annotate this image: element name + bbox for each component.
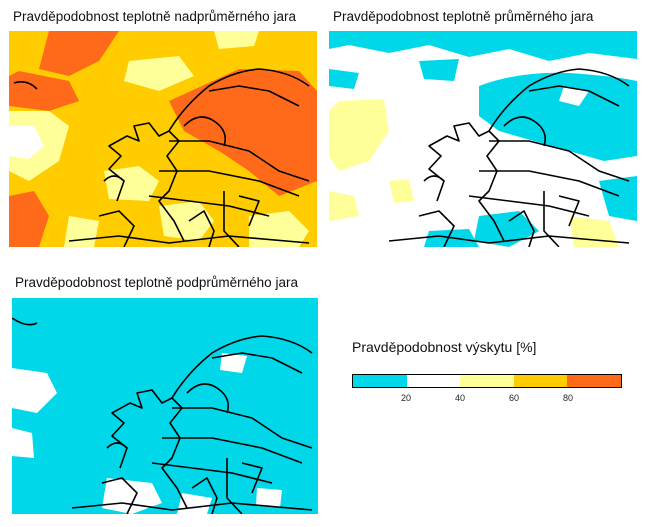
coastline-borders xyxy=(388,68,630,247)
legend-title: Pravděpodobnost výskytu [%] xyxy=(352,339,537,355)
legend-segment-0 xyxy=(353,375,407,387)
coastline-borders xyxy=(12,317,313,514)
legend-segment-2 xyxy=(460,375,514,387)
probability-field-0-20 xyxy=(12,298,318,514)
legend-tick-label: 40 xyxy=(454,393,465,403)
panel-title-below-normal: Pravděpodobnost teplotně podprůměrného j… xyxy=(15,275,298,290)
map-normal xyxy=(329,31,637,247)
panel-title-normal: Pravděpodobnost teplotně průměrného jara xyxy=(333,9,594,24)
legend-segment-1 xyxy=(406,375,461,387)
map-above-normal xyxy=(9,31,317,247)
legend-segment-4 xyxy=(567,375,621,387)
coastline-borders xyxy=(13,68,310,247)
legend-color-bar xyxy=(352,374,622,388)
map-below-normal xyxy=(12,298,318,514)
legend-tick-label: 80 xyxy=(562,393,573,403)
legend-segment-3 xyxy=(513,375,568,387)
legend-tick-label: 20 xyxy=(400,393,411,403)
legend-tick-label: 60 xyxy=(508,393,519,403)
panel-title-above-normal: Pravděpodobnost teplotně nadprůměrného j… xyxy=(13,9,296,24)
